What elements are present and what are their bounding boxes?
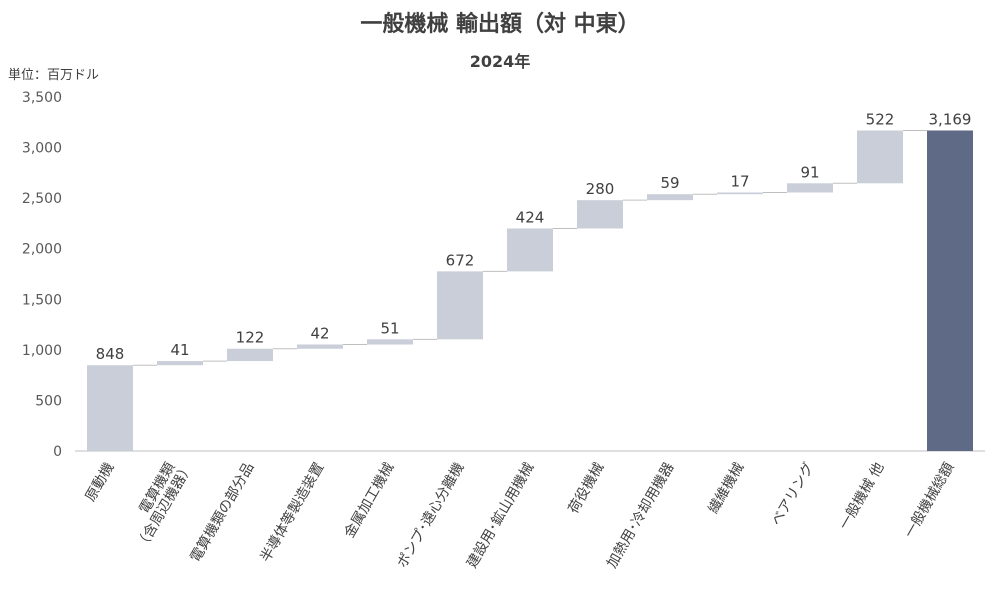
waterfall-bar <box>857 130 903 184</box>
category-label: 金属加工機械 <box>342 460 398 541</box>
category-label: ポンプ･遠心分離機 <box>393 460 467 571</box>
category-label: 電算機類の部分品 <box>188 460 258 565</box>
waterfall-bar <box>647 194 693 201</box>
waterfall-bar <box>437 271 483 340</box>
waterfall-bar <box>507 228 553 272</box>
data-label: 280 <box>586 180 615 198</box>
waterfall-bar <box>87 365 133 451</box>
waterfall-bar <box>787 183 833 193</box>
category-label: 繊維機械 <box>706 460 748 516</box>
data-label: 17 <box>730 172 749 190</box>
data-label: 3,169 <box>929 110 972 128</box>
category-label: 建設用･鉱山用機械 <box>463 460 537 572</box>
data-label: 51 <box>380 319 399 337</box>
y-tick-label: 2,000 <box>22 242 62 258</box>
category-label: 半導体等製造装置 <box>257 460 328 565</box>
chart-subtitle: 2024年 <box>469 52 531 71</box>
waterfall-bar <box>717 192 763 195</box>
y-tick-label: 2,500 <box>22 191 62 207</box>
data-label: 848 <box>96 345 125 363</box>
data-label: 59 <box>660 174 679 192</box>
y-tick-label: 3,500 <box>22 90 62 106</box>
data-label: 41 <box>170 341 189 359</box>
y-tick-label: 0 <box>53 444 62 460</box>
category-label: 一般機械 他 <box>836 460 887 532</box>
total-bar <box>927 130 973 452</box>
category-label: ベアリング <box>769 460 818 529</box>
waterfall-bar <box>157 361 203 366</box>
unit-label: 単位：百万ドル <box>8 68 100 83</box>
waterfall-bar <box>367 339 413 345</box>
y-tick-label: 3,000 <box>22 141 62 157</box>
category-label: 原動機 <box>83 460 118 504</box>
data-label: 522 <box>866 110 895 128</box>
data-label: 424 <box>516 208 545 226</box>
waterfall-bar <box>577 200 623 229</box>
data-label: 122 <box>236 329 265 347</box>
category-label: 加熱用･冷却用機器 <box>604 460 677 571</box>
category-label: 荷役機械 <box>566 460 608 516</box>
chart-title: 一般機械 輸出額（対 中東） <box>360 12 640 37</box>
waterfall-bar <box>227 348 273 362</box>
y-tick-label: 1,000 <box>22 343 62 359</box>
y-tick-label: 1,500 <box>22 292 62 308</box>
data-label: 672 <box>446 251 475 269</box>
category-label: 一般機械総額 <box>902 460 958 541</box>
y-tick-label: 500 <box>35 393 62 409</box>
waterfall-bar <box>297 344 343 349</box>
data-label: 42 <box>310 324 329 342</box>
data-label: 91 <box>800 163 819 181</box>
